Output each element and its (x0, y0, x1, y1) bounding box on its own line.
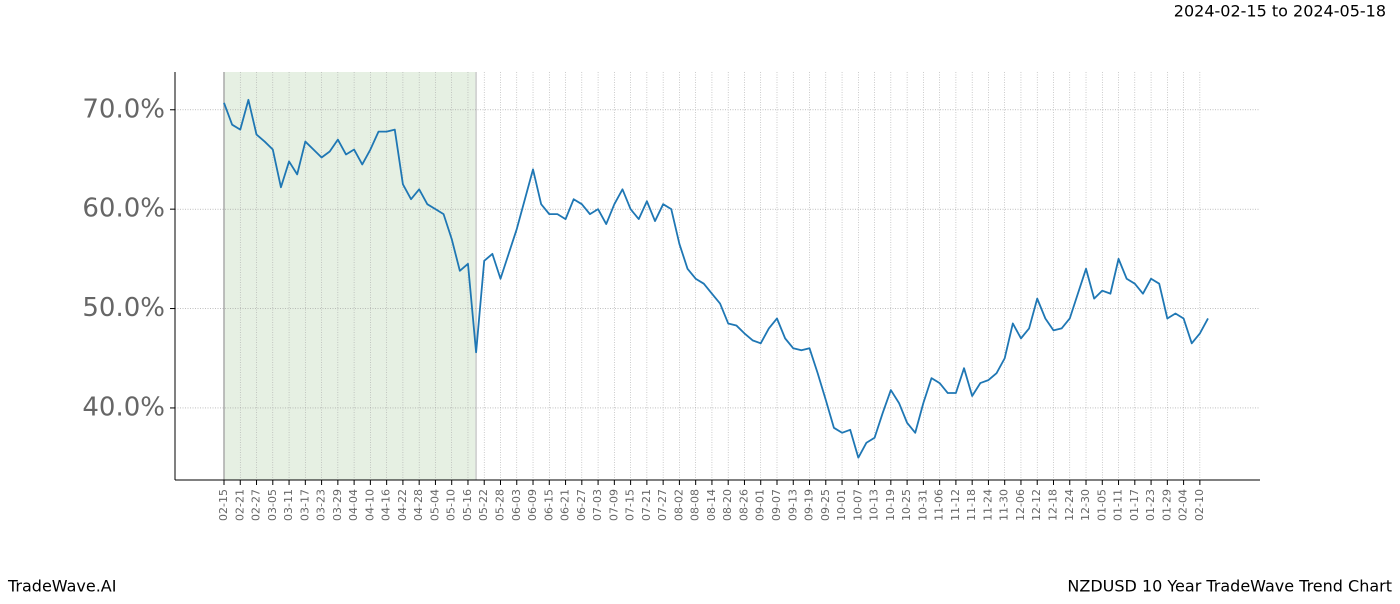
x-tick-label: 06-15 (542, 489, 555, 521)
x-tick-label: 01-29 (1160, 489, 1173, 521)
x-tick-label: 03-17 (298, 489, 311, 521)
x-tick-label: 05-04 (428, 489, 441, 521)
x-tick-label: 10-07 (851, 489, 864, 521)
x-tick-label: 10-31 (916, 489, 929, 521)
x-tick-label: 06-09 (526, 489, 539, 521)
x-tick-label: 09-25 (819, 489, 832, 521)
x-tick-label: 05-22 (477, 489, 490, 521)
y-tick-label: 50.0% (82, 293, 165, 323)
x-tick-label: 05-16 (461, 489, 474, 521)
x-tick-label: 05-28 (493, 489, 506, 521)
x-tick-label: 12-12 (1030, 489, 1043, 521)
x-tick-label: 07-15 (624, 489, 637, 521)
x-tick-label: 02-15 (217, 489, 230, 521)
y-tick-label: 40.0% (82, 392, 165, 422)
x-tick-label: 08-26 (737, 489, 750, 521)
x-tick-label: 03-29 (331, 489, 344, 521)
x-tick-label: 12-18 (1046, 489, 1059, 521)
x-tick-label: 01-23 (1144, 489, 1157, 521)
x-tick-label: 07-09 (607, 489, 620, 521)
x-tick-label: 04-22 (396, 489, 409, 521)
x-tick-label: 11-18 (965, 489, 978, 521)
x-tick-label: 09-07 (770, 489, 783, 521)
x-tick-label: 01-05 (1095, 489, 1108, 521)
x-tick-label: 12-24 (1063, 489, 1076, 521)
x-tick-label: 02-27 (250, 489, 263, 521)
x-tick-label: 09-01 (754, 489, 767, 521)
x-tick-label: 11-30 (998, 489, 1011, 521)
x-tick-label: 03-11 (282, 489, 295, 521)
x-tick-label: 12-30 (1079, 489, 1092, 521)
x-tick-label: 03-05 (266, 489, 279, 521)
x-tick-label: 12-06 (1014, 489, 1027, 521)
x-tick-label: 02-21 (233, 489, 246, 521)
x-tick-label: 04-28 (412, 489, 425, 521)
x-tick-label: 07-27 (656, 489, 669, 521)
y-tick-label: 70.0% (82, 94, 165, 124)
shaded-region (224, 72, 477, 480)
x-tick-label: 01-11 (1112, 489, 1125, 521)
date-range: 2024-02-15 to 2024-05-18 (1174, 2, 1386, 21)
x-tick-label: 06-03 (510, 489, 523, 521)
x-tick-label: 05-10 (445, 489, 458, 521)
x-tick-label: 09-19 (803, 489, 816, 521)
x-tick-label: 04-16 (380, 489, 393, 521)
x-tick-label: 02-10 (1193, 489, 1206, 521)
x-tick-label: 08-08 (689, 489, 702, 521)
x-tick-label: 07-03 (591, 489, 604, 521)
x-tick-label: 09-13 (786, 489, 799, 521)
chart-title: NZDUSD 10 Year TradeWave Trend Chart (1067, 577, 1392, 596)
x-tick-label: 10-01 (835, 489, 848, 521)
x-tick-label: 08-02 (672, 489, 685, 521)
x-tick-label: 07-21 (640, 489, 653, 521)
trend-line (223, 98, 1209, 459)
x-tick-label: 10-25 (900, 489, 913, 521)
x-tick-label: 11-06 (933, 489, 946, 521)
x-tick-label: 08-14 (705, 489, 718, 521)
brand: TradeWave.AI (7, 577, 116, 596)
x-tick-label: 06-27 (575, 489, 588, 521)
x-tick-label: 08-20 (721, 489, 734, 521)
y-tick-label: 60.0% (82, 194, 165, 224)
x-tick-label: 10-13 (868, 489, 881, 521)
x-tick-label: 11-24 (981, 489, 994, 521)
x-tick-label: 10-19 (884, 489, 897, 521)
x-tick-label: 04-04 (347, 489, 360, 521)
x-tick-label: 02-04 (1177, 489, 1190, 521)
x-tick-label: 04-10 (363, 489, 376, 521)
x-tick-label: 01-17 (1128, 489, 1141, 521)
x-tick-label: 06-21 (559, 489, 572, 521)
x-tick-label: 03-23 (315, 489, 328, 521)
x-tick-label: 11-12 (949, 489, 962, 521)
